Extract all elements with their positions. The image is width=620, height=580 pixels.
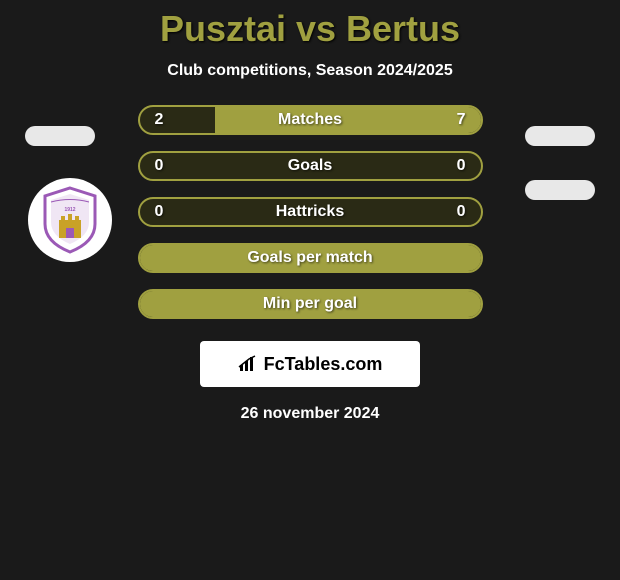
stat-label: Matches — [278, 111, 342, 129]
stat-row: Min per goal — [138, 289, 483, 319]
date-text: 26 november 2024 — [0, 405, 620, 423]
stat-row: 0 Hattricks 0 — [138, 197, 483, 227]
logo-text: FcTables.com — [264, 354, 383, 375]
stat-bar: Min per goal — [138, 289, 483, 319]
stat-value-left: 0 — [155, 157, 164, 175]
player-left-pill — [25, 126, 95, 146]
stat-label: Min per goal — [263, 295, 357, 313]
stat-row: 0 Goals 0 — [138, 151, 483, 181]
stat-value-right: 0 — [457, 203, 466, 221]
stat-value-left: 2 — [155, 111, 164, 129]
stat-row: 2 Matches 7 — [138, 105, 483, 135]
stat-label: Goals — [288, 157, 332, 175]
stat-label: Goals per match — [247, 249, 372, 267]
stat-row: Goals per match — [138, 243, 483, 273]
player-right-pill-2 — [525, 180, 595, 200]
stat-bar: 2 Matches 7 — [138, 105, 483, 135]
player-right-pill-1 — [525, 126, 595, 146]
stat-fill — [215, 107, 481, 133]
stat-value-left: 0 — [155, 203, 164, 221]
stat-bar: 0 Hattricks 0 — [138, 197, 483, 227]
shield-icon: 1912 — [41, 186, 99, 254]
site-logo[interactable]: FcTables.com — [200, 341, 420, 387]
stat-value-right: 7 — [457, 111, 466, 129]
chart-icon — [238, 355, 258, 373]
svg-text:1912: 1912 — [64, 207, 75, 213]
stat-bar: Goals per match — [138, 243, 483, 273]
stat-value-right: 0 — [457, 157, 466, 175]
stat-bar: 0 Goals 0 — [138, 151, 483, 181]
club-badge: 1912 — [28, 178, 112, 262]
subtitle: Club competitions, Season 2024/2025 — [0, 62, 620, 80]
page-title: Pusztai vs Bertus — [0, 0, 620, 50]
stat-label: Hattricks — [276, 203, 344, 221]
